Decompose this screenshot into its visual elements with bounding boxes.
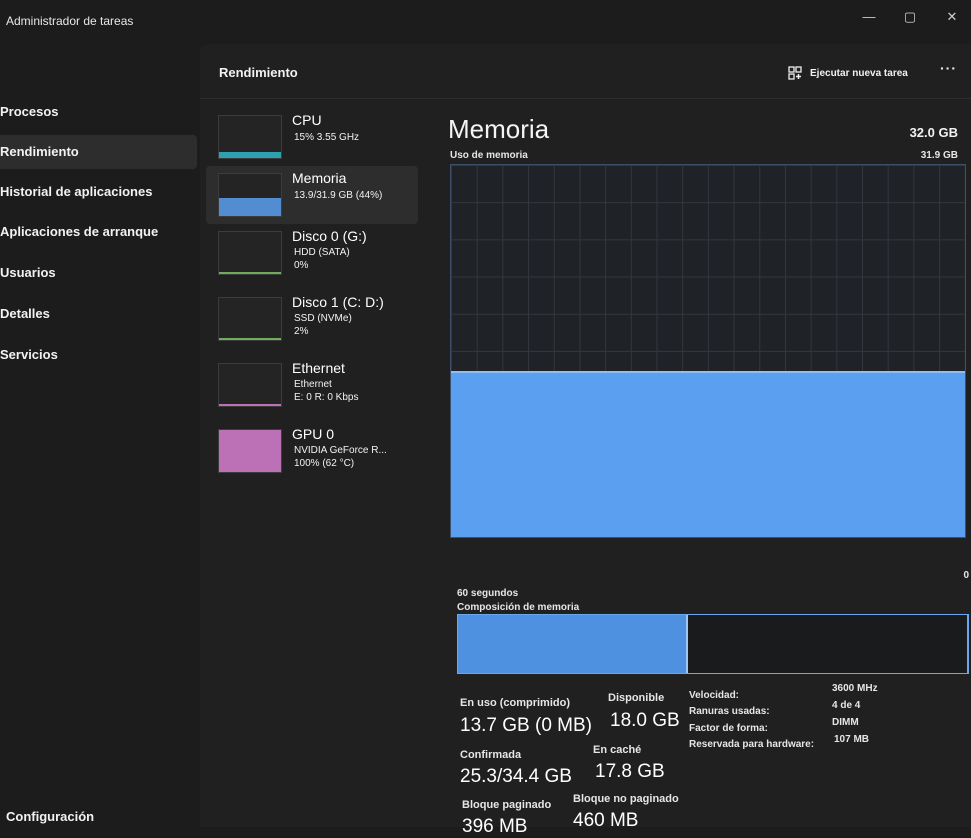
sidebar-item-usuarios[interactable]: Usuarios [0,256,197,290]
close-button[interactable]: ✕ [946,9,958,24]
memory-total: 32.0 GB [909,125,958,140]
usage-graph-label: Uso de memoria [450,150,528,161]
device-thumbnail [218,429,282,473]
hardware-reserved-label: Reservada para hardware: [689,739,815,750]
device-detail: SSD (NVMe) [294,313,352,324]
device-item[interactable]: Disco 0 (G:) HDD (SATA) 0% [206,224,418,282]
device-thumbnail [218,173,282,217]
composition-label: Composición de memoria [457,602,580,613]
run-task-icon [788,66,802,80]
nonpaged-pool-value: 460 MB [573,810,639,831]
sidebar-item-label: Historial de aplicaciones [0,184,153,199]
memory-usage-fill [451,371,965,537]
maximize-button[interactable]: ▢ [903,9,917,24]
sidebar: Procesos Rendimiento Historial de aplica… [0,44,200,827]
device-detail: Ethernet [294,379,332,390]
device-thumbnail-fill [219,272,281,274]
device-thumbnail-fill [219,404,281,406]
device-thumbnail-fill [219,338,281,340]
page-header: Rendimiento Ejecutar nueva tarea ··· [200,44,971,99]
device-thumbnail [218,231,282,275]
detail-title: Memoria [448,114,550,144]
device-detail: 13.9/31.9 GB (44%) [294,190,383,201]
device-thumbnail-fill [219,198,281,216]
device-detail: 15% 3.55 GHz [294,132,360,143]
cached-value: 17.8 GB [595,761,665,782]
device-item[interactable]: Memoria 13.9/31.9 GB (44%) [206,166,418,224]
in-use-value: 13.7 GB (0 MB) [460,715,592,736]
memory-composition-bar [457,614,969,674]
sidebar-item-label: Usuarios [0,265,56,280]
sidebar-item-label: Servicios [0,347,58,362]
sidebar-item-label: Detalles [0,306,50,321]
device-item[interactable]: Ethernet Ethernet E: 0 R: 0 Kbps [206,356,418,414]
sidebar-item-historial[interactable]: Historial de aplicaciones [0,175,197,209]
page-title: Rendimiento [219,65,298,80]
device-item[interactable]: GPU 0 NVIDIA GeForce R... 100% (62 °C) [206,422,418,480]
device-name: Ethernet [292,360,345,376]
composition-standby [688,615,968,673]
main-panel: Rendimiento Ejecutar nueva tarea ··· CPU… [200,44,971,837]
app-title: Administrador de tareas [6,14,134,28]
device-thumbnail [218,363,282,407]
device-name: Memoria [292,170,347,186]
device-name: GPU 0 [292,426,335,442]
device-thumbnail [218,297,282,341]
usage-graph-max: 31.9 GB [920,150,958,161]
composition-in-use [458,615,689,673]
memory-usage-graph [450,164,966,538]
paged-pool-label: Bloque paginado [462,799,552,811]
device-detail: 100% (62 °C) [294,458,355,469]
speed-label: Velocidad: [689,690,740,701]
available-value: 18.0 GB [610,710,680,731]
sidebar-item-arranque[interactable]: Aplicaciones de arranque [0,215,197,249]
slots-value: 4 de 4 [832,700,861,711]
usage-graph-min: 0 [963,570,969,581]
more-options-button[interactable]: ··· [940,60,957,76]
device-name: Disco 1 (C: D:) [292,294,384,310]
device-detail: NVIDIA GeForce R... [294,445,387,456]
sidebar-item-procesos[interactable]: Procesos [0,95,197,129]
run-new-task-button[interactable]: Ejecutar nueva tarea [788,64,908,82]
run-task-label: Ejecutar nueva tarea [810,67,908,79]
device-thumbnail-fill [219,152,281,158]
graph-time-label: 60 segundos [457,588,519,599]
device-detail: 0% [294,260,309,271]
form-factor-value: DIMM [832,717,859,728]
sidebar-item-rendimiento[interactable]: Rendimiento [0,135,197,169]
settings-button[interactable]: Configuración [6,809,95,824]
slots-label: Ranuras usadas: [689,706,770,717]
committed-label: Confirmada [460,749,522,761]
speed-value: 3600 MHz [832,683,878,694]
committed-value: 25.3/34.4 GB [460,766,572,787]
sidebar-item-label: Aplicaciones de arranque [0,224,159,239]
device-thumbnail-fill [219,430,281,472]
sidebar-item-detalles[interactable]: Detalles [0,297,197,331]
available-label: Disponible [608,692,665,704]
sidebar-item-servicios[interactable]: Servicios [0,338,197,372]
hardware-reserved-value: 107 MB [834,734,870,745]
device-detail: HDD (SATA) [294,247,350,258]
device-name: Disco 0 (G:) [292,228,367,244]
sidebar-item-label: Procesos [0,104,59,119]
device-detail: 2% [294,326,309,337]
device-name: CPU [292,112,322,128]
memory-detail: Memoria 32.0 GB Uso de memoria 31.9 GB 0… [446,98,971,837]
cached-label: En caché [593,744,642,756]
device-detail: E: 0 R: 0 Kbps [294,392,359,403]
nonpaged-pool-label: Bloque no paginado [573,793,679,805]
title-bar: Administrador de tareas — ▢ ✕ [0,0,971,44]
device-item[interactable]: Disco 1 (C: D:) SSD (NVMe) 2% [206,290,418,348]
minimize-button[interactable]: — [862,9,876,24]
sidebar-item-label: Rendimiento [0,144,79,159]
device-item[interactable]: CPU 15% 3.55 GHz [206,108,418,166]
in-use-label: En uso (comprimido) [460,697,570,709]
form-factor-label: Factor de forma: [689,723,768,734]
device-thumbnail [218,115,282,159]
paged-pool-value: 396 MB [462,816,528,837]
